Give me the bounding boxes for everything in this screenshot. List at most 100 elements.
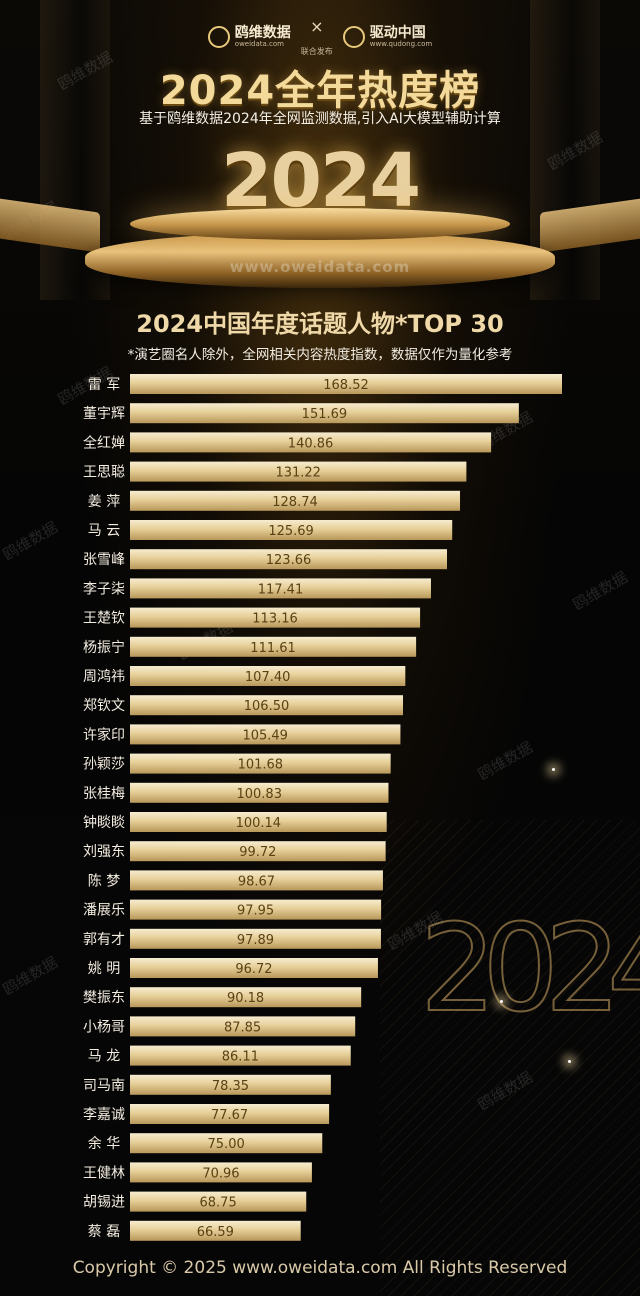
category-label: 陈 梦 [88,872,120,889]
category-label: 孙颖莎 [83,757,125,773]
bar [130,1133,323,1154]
bar [130,987,362,1008]
category-label: 王思聪 [83,465,125,481]
bar [130,958,378,978]
bar [130,1191,307,1212]
value-label: 77.67 [211,1108,248,1123]
value-label: 131.22 [275,466,321,481]
bar [130,461,467,482]
value-label: 86.11 [222,1050,259,1065]
category-label: 姜 萍 [88,494,120,510]
value-label: 107.40 [245,670,291,685]
value-label: 117.41 [258,582,304,597]
value-label: 98.67 [238,874,275,889]
category-label: 张雪峰 [83,552,125,568]
category-label: 郑钦文 [83,698,125,714]
category-label: 司马南 [83,1078,125,1094]
value-label: 140.86 [288,436,334,451]
bar [130,549,448,570]
value-label: 105.49 [242,728,288,743]
brand-separator: × [310,17,324,36]
sparkle-icon [552,768,555,771]
brand-oweidata: 鸥维数据 oweidata.com [207,26,291,48]
podium-base [85,232,555,288]
bar [130,403,519,424]
category-label: 李子柒 [83,581,125,597]
bar [130,1016,356,1037]
category-label: 全红婵 [83,434,125,451]
value-label: 106.50 [244,699,290,714]
bar [130,1220,301,1241]
value-label: 97.89 [237,933,274,948]
category-label: 潘展乐 [83,903,125,919]
category-label: 马 云 [88,523,120,539]
bar [130,490,461,511]
bar [130,1074,331,1095]
category-label: 董宇辉 [83,406,125,422]
brand-header: 鸥维数据 oweidata.com × 联合发布 驱动中国 www.qudong… [0,17,640,56]
value-label: 168.52 [323,378,369,393]
decorative-2024-outline: 2024 [419,899,640,1040]
bar [130,812,387,832]
chart-title: 2024中国年度话题人物*TOP 30 [136,310,504,338]
bar [130,1045,351,1066]
page-subtitle: 基于鸥维数据2024年全网监测数据,引入AI大模型辅助计算 [139,111,501,127]
bar [130,374,562,394]
brand-joint-label: 联合发布 [300,47,333,56]
bar [130,432,492,453]
bar [130,1162,312,1183]
value-label: 123.66 [266,553,312,568]
bar [130,1104,330,1124]
value-label: 75.00 [208,1137,245,1152]
bar [130,666,406,686]
bar [130,928,381,949]
brand-right-url: www.qudong.com [369,39,433,48]
decorative-streaks [380,820,640,1296]
value-label: 111.61 [250,641,296,656]
value-label: 113.16 [252,612,298,627]
value-label: 100.14 [236,816,282,831]
sparkle-icon [500,1000,503,1003]
bar [130,520,453,540]
shell-logo-icon [207,26,230,48]
podium-url: www.oweidata.com [229,258,411,276]
brand-qudong: 驱动中国 www.qudong.com [342,24,433,48]
bar [130,607,421,628]
bar [130,724,401,745]
chart-note: *演艺圈名人除外，全网相关内容热度指数，数据仅作为量化参考 [127,347,513,363]
bar [130,578,431,599]
value-label: 90.18 [227,991,264,1006]
value-label: 97.95 [237,904,274,919]
category-label: 蔡 磊 [88,1224,120,1240]
value-label: 70.96 [202,1166,239,1181]
page-title: 2024全年热度榜 [159,68,481,114]
value-label: 100.83 [236,787,282,802]
podium-top [130,208,510,240]
footer-copyright: Copyright © 2025 www.oweidata.com All Ri… [72,1258,568,1278]
category-label: 许家印 [83,726,125,743]
category-label: 雷 军 [88,377,120,393]
category-label: 王健林 [83,1165,125,1181]
value-label: 78.35 [212,1079,249,1094]
brand-left-url: oweidata.com [234,39,284,48]
category-label: 王楚钦 [83,611,125,627]
value-label: 101.68 [238,758,284,773]
value-label: 96.72 [235,962,272,977]
value-label: 125.69 [268,524,314,539]
bar [130,870,383,891]
category-label: 余 华 [88,1135,120,1152]
category-label: 杨振宁 [83,639,125,656]
brand-right-name: 驱动中国 [369,24,426,41]
category-label: 小杨哥 [83,1019,125,1035]
category-label: 胡锡进 [83,1195,125,1211]
value-label: 66.59 [197,1225,234,1240]
category-label: 姚 明 [88,961,120,977]
value-label: 87.85 [224,1020,261,1035]
bar [130,695,404,716]
category-label: 刘强东 [83,844,125,860]
value-label: 68.75 [200,1196,237,1211]
bar [130,636,417,657]
value-label: 151.69 [302,407,348,422]
category-label: 樊振东 [83,990,125,1006]
